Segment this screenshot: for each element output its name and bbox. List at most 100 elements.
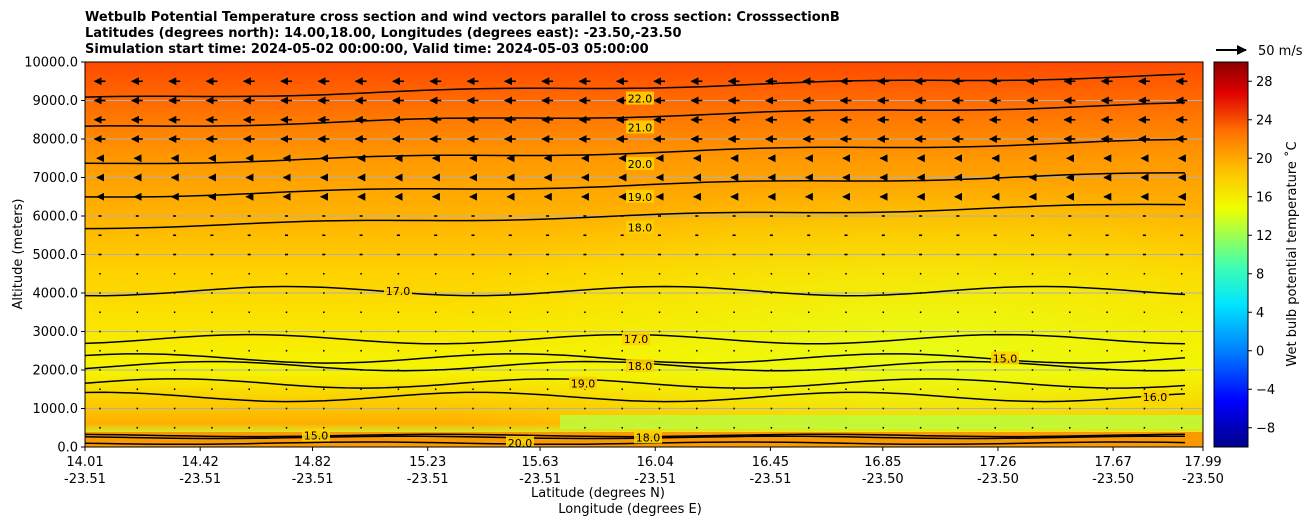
y-axis-label: Altitude (meters): [11, 199, 26, 310]
x-tick-lat-9: 17.67: [1095, 455, 1132, 470]
colorbar-tick-label-1: −4: [1256, 383, 1275, 398]
colorbar-tick-label-6: 16: [1256, 190, 1273, 205]
x-tick-lat-7: 16.85: [864, 455, 901, 470]
contour-line-3: [85, 172, 1185, 198]
contour-label-7: 18.0: [628, 360, 653, 373]
y-tick-label-2: 2000.0: [33, 364, 79, 379]
x-tick-lat-3: 15.23: [409, 455, 446, 470]
contour-label-bg-4: [626, 220, 654, 234]
y-tick-label-9: 9000.0: [33, 94, 79, 109]
x-tick-lon-10: -23.50: [1182, 472, 1224, 487]
contour-lines: [85, 73, 1186, 446]
x-axis-ticks: 14.01 -23.51 14.42 -23.51 14.82 -23.51 15.23 -2…: [64, 447, 1224, 487]
contour-label-bg-9: [991, 351, 1019, 365]
contour-label-bg-6: [622, 332, 650, 346]
colorbar-tick-label-5: 12: [1256, 229, 1273, 244]
y-axis-ticks: 0.0 1000.0 2000.0 3000.0 4000.0 5000.0 6000.0 7…: [24, 56, 85, 456]
x-tick-lon-1: -23.51: [179, 472, 221, 487]
y-tick-label-5: 5000.0: [33, 248, 79, 263]
contour-labels: 22.0 21.0 20.0 19.0 18.0 17.0 17.0 18.0 19.0 15.0…: [302, 91, 1169, 450]
contour-label-bg-12: [634, 430, 662, 444]
x-tick-lon-7: -23.50: [862, 472, 904, 487]
x-tick-lon-0: -23.51: [64, 472, 106, 487]
colorbar-tick-label-4: 8: [1256, 267, 1264, 282]
chart-title: Wetbulb Potential Temperature cross sect…: [85, 10, 840, 57]
colorbar-tick-label-0: −8: [1256, 421, 1275, 436]
contour-label-6: 17.0: [624, 333, 649, 346]
contour-label-bg-3: [626, 189, 654, 203]
title-line-1: Wetbulb Potential Temperature cross sect…: [85, 10, 840, 25]
plot-area: 22.0 21.0 20.0 19.0 18.0 17.0 17.0 18.0 19.0 15.0…: [85, 62, 1203, 450]
x-tick-lat-6: 16.45: [752, 455, 789, 470]
y-tick-label-6: 6000.0: [33, 210, 79, 225]
contour-label-1: 21.0: [628, 121, 653, 134]
contour-label-5: 17.0: [386, 285, 411, 298]
contour-label-12: 18.0: [636, 431, 661, 444]
x-tick-lon-4: -23.51: [519, 472, 561, 487]
y-tick-label-3: 3000.0: [33, 325, 79, 340]
contour-line-2: [85, 138, 1186, 165]
x-tick-lon-6: -23.51: [749, 472, 791, 487]
x-tick-lon-8: -23.50: [977, 472, 1019, 487]
surface-green-band: [560, 415, 1203, 429]
contour-label-0: 22.0: [628, 93, 653, 106]
contour-label-9: 15.0: [993, 352, 1018, 365]
contour-label-13: 20.0: [508, 437, 533, 450]
y-tick-label-10: 10000.0: [24, 56, 78, 71]
y-tick-label-1: 1000.0: [33, 402, 79, 417]
x-tick-lon-2: -23.51: [292, 472, 334, 487]
contour-label-bg-11: [302, 428, 330, 442]
contour-label-bg-0: [626, 91, 654, 105]
quiver-key: 50 m/s: [1216, 44, 1303, 59]
contour-label-bg-13: [506, 436, 534, 447]
x-tick-lon-9: -23.50: [1092, 472, 1134, 487]
colorbar-gradient-bar: [1213, 61, 1249, 448]
x-tick-lon-3: -23.51: [407, 472, 449, 487]
contour-label-10: 16.0: [1143, 391, 1168, 404]
contour-line-13: [85, 441, 1186, 446]
contour-label-8: 19.0: [571, 377, 596, 390]
contour-label-2: 20.0: [628, 158, 653, 171]
contour-line-0: [85, 73, 1186, 98]
y-tick-label-0: 0.0: [57, 441, 78, 456]
contour-label-bg-8: [569, 376, 597, 390]
gridlines: [85, 100, 1203, 409]
colorbar: −8 −4 0 4 8 12 16 20 24 28 Wet bulb potential tem…: [1213, 61, 1300, 448]
y-tick-label-8: 8000.0: [33, 133, 79, 148]
contour-label-bg-2: [626, 157, 654, 171]
colorbar-tick-label-7: 20: [1256, 152, 1273, 167]
contour-label-4: 18.0: [628, 222, 653, 235]
contour-label-3: 19.0: [628, 191, 653, 204]
x-tick-lat-10: 17.99: [1184, 455, 1221, 470]
colorbar-tick-label-3: 4: [1256, 306, 1264, 321]
y-tick-label-4: 4000.0: [33, 287, 79, 302]
contour-label-bg-1: [626, 120, 654, 134]
x-tick-lat-4: 15.63: [521, 455, 558, 470]
contour-label-bg-7: [626, 359, 654, 373]
colorbar-tick-label-2: 0: [1256, 344, 1264, 359]
contour-line-8: [85, 378, 1186, 389]
contour-label-bg-10: [1141, 389, 1169, 403]
x-tick-lat-2: 14.82: [294, 455, 331, 470]
x-tick-lat-5: 16.04: [637, 455, 674, 470]
contour-label-bg-5: [384, 284, 412, 298]
x-tick-lat-8: 17.26: [979, 455, 1016, 470]
x-axis-label-2: Longitude (degrees E): [558, 502, 702, 517]
x-tick-lat-1: 14.42: [182, 455, 219, 470]
title-line-2: Latitudes (degrees north): 14.00,18.00, …: [85, 26, 682, 41]
x-axis-label: Latitude (degrees N): [531, 486, 665, 501]
colorbar-label: Wet bulb potential temperature ˚C: [1284, 141, 1300, 366]
colorbar-ticks: −8 −4 0 4 8 12 16 20 24 28: [1248, 75, 1275, 436]
colorbar-tick-label-9: 28: [1256, 75, 1273, 90]
wind-vectors: [93, 77, 1188, 429]
contour-line-4: [85, 203, 1186, 230]
colorbar-tick-label-8: 24: [1256, 113, 1273, 128]
contour-label-11: 15.0: [304, 429, 329, 442]
quiver-key-label: 50 m/s: [1258, 44, 1303, 59]
contour-line-1: [85, 101, 1186, 127]
x-tick-lat-0: 14.01: [66, 455, 103, 470]
contour-line-5: [85, 285, 1186, 297]
title-line-3: Simulation start time: 2024-05-02 00:00:…: [85, 42, 649, 57]
contour-line-10: [85, 391, 1186, 403]
